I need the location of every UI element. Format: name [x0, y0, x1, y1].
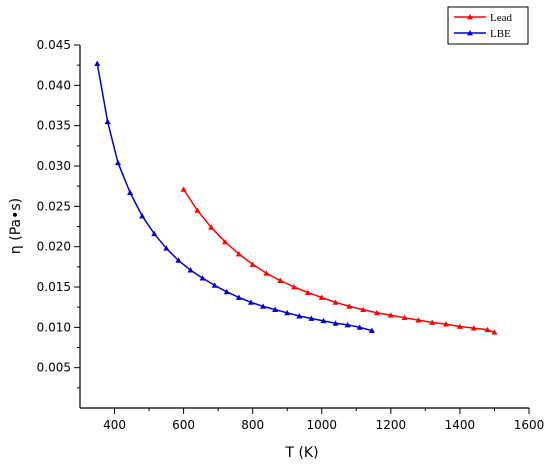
data-point-lbe: [344, 321, 351, 328]
data-point-lbe: [187, 267, 194, 273]
data-point-lbe: [94, 60, 101, 66]
x-axis-label: T (K): [284, 445, 318, 461]
data-point-lead: [277, 277, 284, 283]
legend-box: [447, 6, 529, 45]
x-tick-label: 1200: [376, 418, 407, 432]
data-point-lbe: [114, 159, 121, 166]
legend-label-lead: Lead: [490, 12, 512, 24]
data-point-lead: [429, 319, 436, 325]
series-line-lead: [182, 188, 495, 333]
data-point-lbe: [199, 275, 206, 281]
data-point-lbe: [332, 320, 339, 326]
y-tick-label: 0.010: [37, 320, 71, 334]
y-tick-label: 0.020: [37, 240, 71, 254]
data-point-lbe: [223, 288, 230, 295]
data-point-lead: [291, 284, 298, 290]
y-tick-label: 0.025: [37, 199, 71, 213]
y-tick-label: 0.005: [37, 361, 71, 375]
series-lead: [180, 186, 498, 335]
data-point-lead: [332, 299, 339, 305]
data-point-lead: [456, 323, 463, 329]
y-tick-label: 0.040: [37, 78, 71, 92]
y-tick-label: 0.035: [37, 119, 71, 133]
data-point-lead: [401, 314, 408, 321]
data-point-lbe: [320, 317, 327, 324]
data-point-lbe: [247, 299, 254, 305]
data-point-lead: [249, 261, 256, 267]
legend-label-lbe: LBE: [490, 28, 511, 40]
series-lbe: [94, 60, 375, 333]
data-point-lead: [443, 321, 450, 327]
y-axis-label: η (Pa•s): [8, 198, 24, 254]
data-point-lead: [415, 317, 422, 323]
data-point-lead: [263, 270, 270, 276]
data-point-lead: [374, 309, 381, 316]
data-point-lbe: [139, 213, 146, 219]
data-point-lead: [208, 224, 215, 230]
data-point-lbe: [272, 306, 279, 312]
data-point-lbe: [104, 118, 111, 125]
data-point-lbe: [151, 230, 158, 237]
data-point-lead: [180, 186, 187, 192]
data-point-lead: [318, 294, 325, 300]
x-tick-label: 1600: [514, 418, 545, 432]
data-point-lead: [491, 329, 498, 335]
data-point-lbe: [284, 309, 291, 316]
x-tick-label: 1400: [445, 418, 476, 432]
data-point-lead: [235, 250, 242, 257]
x-tick-label: 800: [241, 418, 264, 432]
data-point-lead: [346, 303, 353, 309]
data-point-lead: [222, 238, 229, 245]
series-line-lbe: [96, 63, 373, 332]
data-point-lead: [360, 306, 367, 312]
data-point-lbe: [368, 327, 375, 333]
data-point-lbe: [308, 315, 315, 321]
data-point-lead: [484, 326, 491, 333]
data-point-lead: [194, 207, 201, 213]
data-point-lbe: [260, 303, 267, 309]
x-tick-label: 400: [103, 418, 126, 432]
data-point-lead: [387, 312, 394, 318]
y-tick-label: 0.045: [37, 38, 71, 52]
data-point-lead: [304, 289, 311, 296]
x-tick-label: 1000: [306, 418, 337, 432]
legend-marker-lead: [467, 14, 473, 20]
x-tick-label: 600: [172, 418, 195, 432]
data-point-lbe: [127, 189, 134, 196]
data-point-lbe: [211, 282, 218, 288]
data-point-lbe: [235, 294, 242, 300]
legend-marker-lbe: [467, 30, 473, 36]
data-point-lbe: [296, 313, 303, 319]
y-tick-label: 0.030: [37, 159, 71, 173]
legend: Lead LBE: [447, 6, 529, 45]
series-layer: [94, 60, 498, 335]
data-point-lead: [470, 325, 477, 331]
data-point-lbe: [163, 245, 170, 251]
data-point-lbe: [175, 257, 182, 263]
y-tick-label: 0.015: [37, 280, 71, 294]
axes: 0.005 0.010 0.015 0.020 0.025 0.030 0.035 0.040…: [37, 38, 545, 432]
data-point-lbe: [356, 324, 363, 330]
